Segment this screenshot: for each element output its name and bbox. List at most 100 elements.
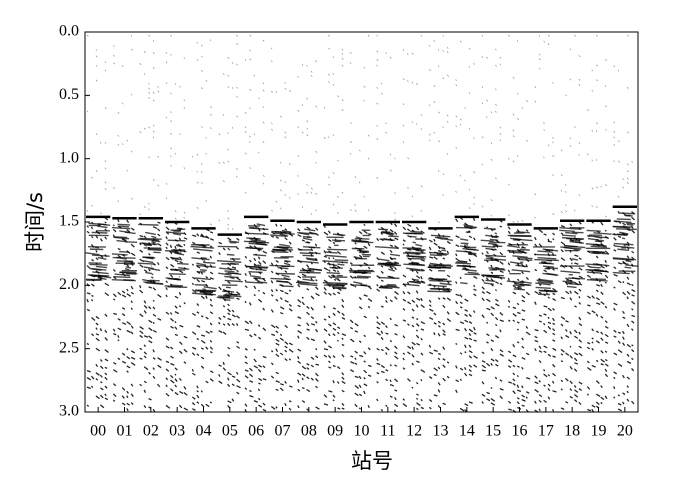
wiggle (525, 264, 528, 268)
wiggle (95, 322, 99, 326)
wiggle (143, 269, 148, 273)
wiggle (416, 82, 418, 85)
wiggle (336, 310, 341, 314)
wiggle (613, 242, 634, 246)
wiggle (284, 81, 286, 84)
wiggle (104, 385, 108, 389)
wiggle (209, 293, 213, 296)
wiggle (279, 352, 284, 356)
wiggle (420, 280, 425, 283)
wiggle (543, 313, 547, 316)
wiggle (547, 238, 550, 242)
wiggle (547, 388, 551, 392)
wiggle (559, 226, 582, 230)
wiggle (394, 223, 398, 228)
wiggle (569, 78, 572, 81)
wiggle (507, 262, 511, 266)
wiggle (119, 225, 130, 228)
wiggle (130, 34, 133, 37)
wiggle (525, 258, 530, 263)
wiggle (561, 234, 576, 237)
wiggle (574, 335, 579, 339)
wiggle (126, 329, 131, 333)
wiggle (420, 337, 423, 341)
wiggle (459, 301, 463, 305)
wiggle (534, 243, 538, 247)
wiggle (244, 328, 250, 331)
wiggle (565, 231, 578, 235)
wiggle (517, 311, 521, 315)
wiggle (600, 239, 605, 242)
wiggle (543, 345, 548, 349)
wiggle (473, 293, 477, 297)
wiggle (130, 350, 136, 354)
wiggle (121, 143, 124, 146)
wiggle (389, 56, 392, 59)
wiggle (488, 267, 505, 270)
wiggle (551, 409, 555, 412)
wiggle (104, 181, 107, 184)
wiggle (490, 306, 495, 310)
wiggle (512, 160, 515, 163)
wiggle (325, 251, 338, 254)
wiggle (91, 317, 96, 321)
wiggle (196, 278, 201, 283)
wiggle (332, 172, 335, 175)
wiggle (485, 275, 506, 279)
wiggle (165, 280, 169, 284)
wiggle (315, 286, 319, 290)
wiggle (631, 400, 635, 405)
wiggle (152, 130, 155, 133)
wiggle (306, 367, 310, 370)
wiggle (284, 324, 289, 329)
wiggle (288, 196, 291, 199)
wiggle (507, 226, 511, 230)
wiggle (411, 121, 413, 124)
wiggle (183, 335, 188, 339)
wiggle (323, 318, 327, 321)
wiggle (481, 401, 484, 404)
wiggle (174, 373, 177, 376)
wiggle (332, 327, 337, 331)
wiggle (613, 121, 616, 124)
wiggle (307, 267, 322, 271)
y-tick-label: 2.0 (59, 276, 79, 293)
wiggle (275, 330, 279, 334)
wiggle (534, 348, 537, 352)
wiggle (350, 51, 352, 54)
wiggle (600, 385, 603, 389)
wiggle (99, 328, 103, 332)
wiggle (547, 353, 552, 357)
wiggle (442, 49, 444, 52)
wiggle (341, 389, 345, 393)
wiggle (389, 317, 392, 321)
wiggle (420, 297, 423, 302)
wiggle (148, 82, 150, 85)
wiggle (429, 69, 431, 71)
wiggle (521, 318, 526, 321)
wiggle (323, 136, 326, 139)
wiggle (483, 227, 496, 230)
wiggle (420, 113, 423, 116)
wiggle (337, 95, 340, 98)
wiggle (402, 141, 405, 144)
wiggle (560, 257, 566, 262)
wiggle (310, 187, 313, 190)
wiggle (534, 193, 537, 196)
wiggle (384, 285, 398, 288)
wiggle (565, 377, 569, 382)
wiggle (560, 336, 564, 340)
wiggle (460, 282, 468, 285)
wiggle (402, 103, 405, 106)
wiggle (429, 44, 431, 47)
wiggle (104, 349, 109, 353)
wiggle (604, 105, 607, 108)
wiggle (199, 269, 207, 272)
wiggle (560, 270, 581, 274)
wiggle (130, 285, 134, 290)
wiggle (227, 86, 230, 89)
wiggle (538, 278, 553, 282)
wiggle (121, 290, 126, 294)
wiggle (306, 288, 310, 291)
wiggle (315, 355, 319, 359)
